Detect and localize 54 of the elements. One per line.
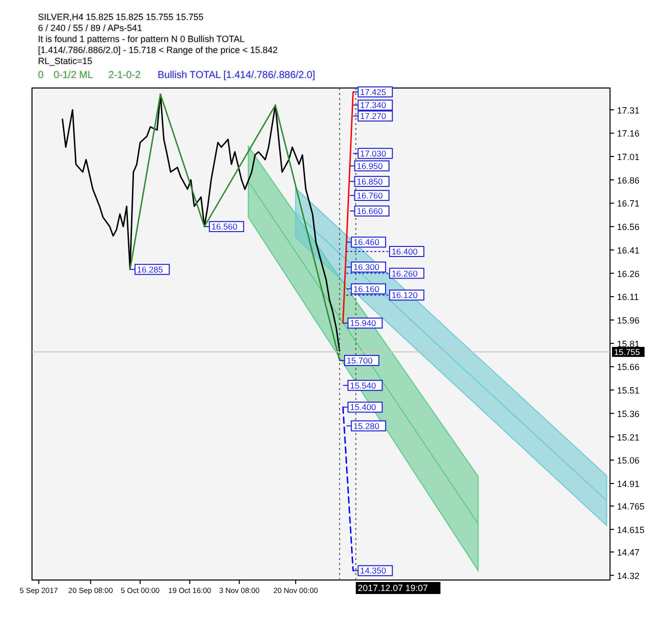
text: 0-1/2 ML (54, 70, 94, 81)
y-tick-label: 17.01 (617, 152, 640, 162)
y-tick-label: 15.06 (617, 456, 640, 466)
annotation: 16.160 (353, 284, 380, 294)
ref-line-label: 15.755 (614, 346, 640, 357)
annotation: 16.850 (356, 176, 383, 186)
annotation: 17.340 (360, 100, 386, 110)
annotation: 15.400 (350, 402, 376, 412)
annotation: 15.700 (346, 355, 373, 366)
y-tick-label: 15.21 (617, 432, 640, 442)
annotation: 16.300 (353, 262, 380, 272)
annotation: 16.660 (356, 206, 383, 216)
line-series (129, 94, 340, 362)
y-tick-label: 16.86 (617, 175, 640, 186)
text: RL_Static=15 (38, 56, 92, 66)
y-tick-label: 16.26 (617, 268, 640, 279)
annotation: 17.425 (360, 86, 386, 97)
chart-subtitle: 6 / 240 / 55 / 89 / APs-541 (38, 23, 142, 33)
y-tick-label: 14.32 (617, 570, 640, 581)
annotation: 14.350 (360, 566, 386, 576)
y-tick-label: 17.31 (617, 105, 640, 116)
y-tick-label: 14.765 (617, 502, 645, 512)
y-tick-label: 16.56 (617, 222, 640, 232)
text: 0 (38, 70, 44, 81)
y-tick-label: 16.71 (617, 198, 640, 209)
annotation: 16.400 (392, 246, 418, 256)
text: 2-1-0-2 (108, 70, 142, 81)
text: Bullish TOTAL [1.414/.786/.886/2.0] (158, 70, 316, 81)
annotation: 15.280 (353, 420, 380, 431)
y-tick-label: 16.11 (617, 292, 639, 302)
annotation: 17.270 (360, 111, 386, 122)
y-tick-label: 16.41 (617, 245, 640, 256)
annotation: 16.460 (353, 237, 380, 248)
annotation: 17.030 (360, 148, 386, 158)
y-tick-label: 15.96 (617, 315, 640, 326)
annotation: 15.940 (350, 318, 376, 328)
y-tick-label: 15.81 (617, 338, 640, 349)
y-tick-label: 14.91 (617, 478, 640, 489)
annotation: 16.760 (356, 190, 383, 200)
y-tick-label: 15.51 (617, 386, 640, 396)
annotation: 16.285 (137, 264, 164, 274)
annotation: 16.260 (392, 268, 418, 278)
chart-title: SILVER,H4 15.825 15.825 15.755 15.755 (38, 12, 204, 22)
y-tick-label: 15.66 (617, 362, 640, 372)
annotation: 16.120 (392, 290, 418, 300)
ref-line-label: 2017.12.07 19:07 (358, 583, 428, 593)
annotation: 16.560 (211, 222, 238, 232)
y-tick-label: 14.615 (617, 524, 645, 535)
y-tick-label: 17.16 (617, 128, 640, 139)
annotation: 16.950 (356, 160, 383, 171)
y-tick-label: 15.36 (617, 408, 640, 419)
y-tick-label: 14.47 (617, 547, 640, 558)
annotation: 15.540 (350, 380, 376, 390)
text: It is found 1 patterns - for pattern N 0 Bullish TOTAL [1.414/.786/.886/2.0] - 15.718 < Range of the price < 15.842 (38, 34, 278, 55)
